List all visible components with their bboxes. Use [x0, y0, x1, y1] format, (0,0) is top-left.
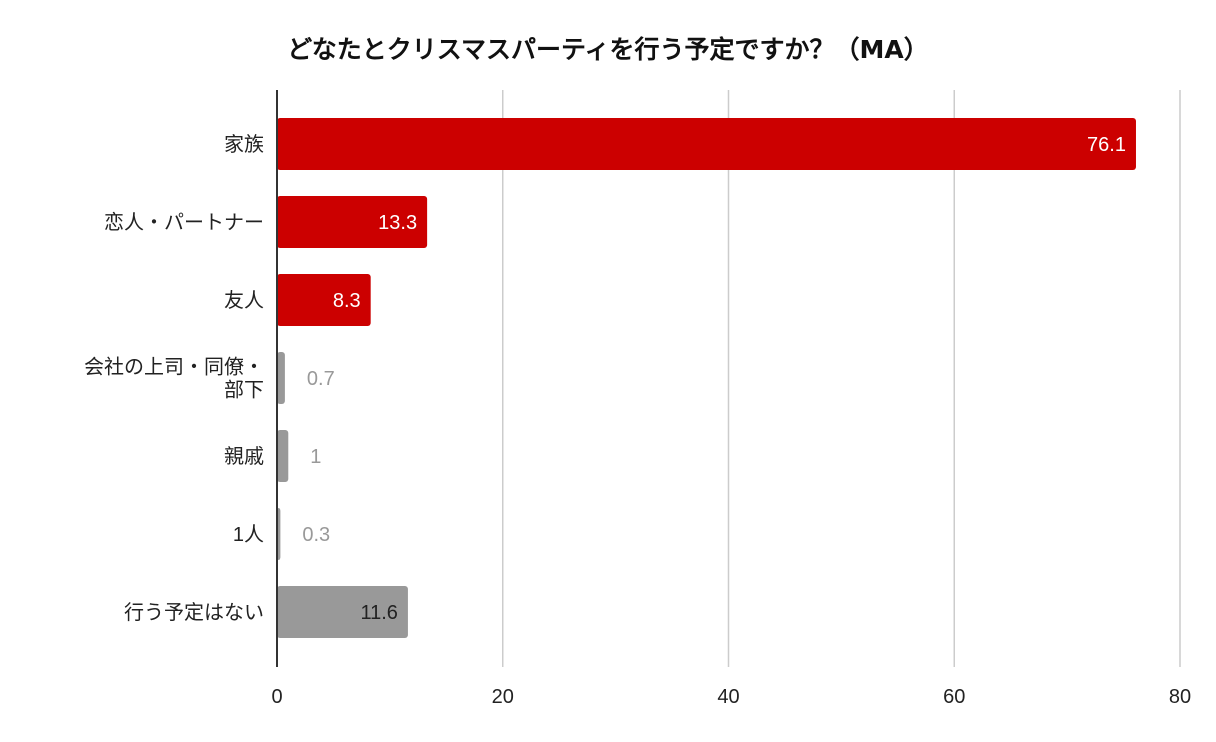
bar: [277, 430, 289, 482]
x-tick-label: 20: [492, 686, 514, 708]
category-label: 1人: [233, 523, 264, 546]
category-label: 部下: [224, 379, 264, 402]
bar: [277, 196, 428, 248]
data-label: 1: [310, 446, 321, 468]
data-label: 13.3: [378, 212, 417, 234]
bar: [277, 118, 1136, 170]
data-label: 0.3: [302, 524, 330, 546]
x-tick-label: 0: [271, 686, 282, 708]
category-label: 友人: [224, 289, 264, 312]
x-tick-label: 80: [1169, 686, 1191, 708]
bar: [277, 352, 285, 404]
data-label: 76.1: [1087, 134, 1126, 156]
x-tick-label: 40: [717, 686, 739, 708]
data-label: 11.6: [360, 602, 397, 624]
category-label: 会社の上司・同僚・: [84, 356, 264, 379]
bar: [277, 274, 371, 326]
data-label: 8.3: [333, 290, 361, 312]
category-label: 家族: [224, 133, 264, 156]
category-label: 行う予定はない: [124, 601, 264, 624]
x-tick-label: 60: [943, 686, 965, 708]
bar: [277, 586, 408, 638]
category-label: 親戚: [224, 445, 264, 468]
chart-title: どなたとクリスマスパーティを行う予定ですか？（MA）: [287, 35, 929, 64]
category-label: 恋人・パートナー: [104, 211, 264, 234]
data-label: 0.7: [307, 368, 335, 390]
